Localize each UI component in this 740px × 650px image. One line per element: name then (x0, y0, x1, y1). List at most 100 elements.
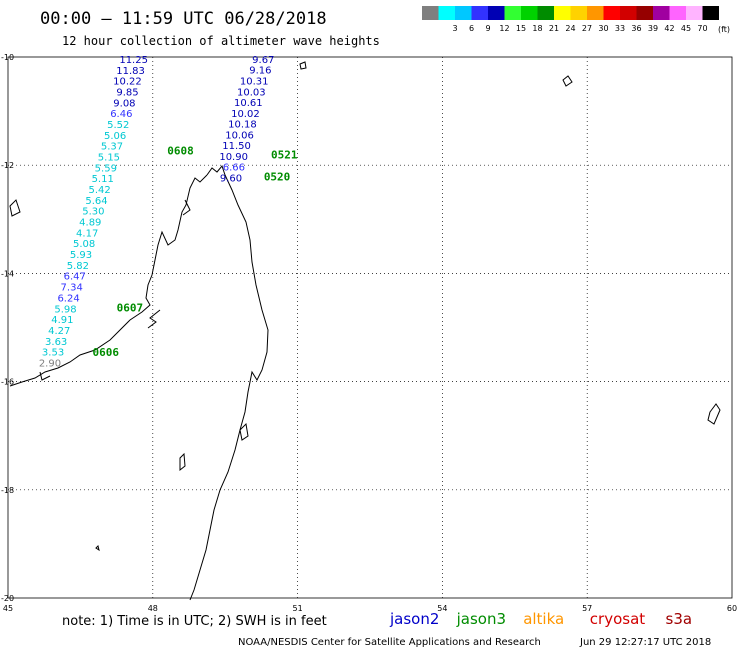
lat-tick-label: -20 (1, 594, 14, 603)
graticule (8, 57, 732, 598)
wave-height-value: 9.60 (220, 173, 242, 184)
wave-height-value: 10.61 (234, 98, 263, 109)
wave-height-value: 5.06 (104, 131, 126, 142)
wave-height-value: 5.11 (92, 174, 114, 185)
wave-height-value: 5.82 (67, 261, 89, 272)
wave-height-value: 6.66 (223, 163, 245, 174)
wave-height-value: 5.64 (85, 196, 107, 207)
coastline (9, 61, 721, 601)
wave-height-value: 11.50 (222, 141, 251, 152)
color-bar-label: 36 (631, 24, 641, 33)
lat-tick-label: -16 (1, 378, 14, 387)
color-bar-label: 9 (485, 24, 490, 33)
lon-tick-label: 57 (582, 604, 592, 613)
footer-note: note: 1) Time is in UTC; 2) SWH is in fe… (62, 614, 327, 629)
wave-height-value: 10.90 (219, 152, 248, 163)
island-s3 (95, 545, 100, 552)
color-bar-label: 45 (681, 24, 691, 33)
wave-height-value: 10.18 (228, 120, 257, 131)
legend-entry-cryosat: cryosat (590, 610, 645, 628)
altimeter-tracks: 11.2511.8310.229.859.086.465.525.065.375… (39, 55, 275, 370)
legend-entry-s3a: s3a (666, 610, 693, 628)
wave-height-value: 5.42 (88, 185, 110, 196)
island-ne (562, 75, 573, 87)
lon-tick-label: 54 (437, 604, 447, 613)
coast-detail-2 (182, 199, 191, 216)
color-swatch (438, 6, 455, 20)
island-mauritius (707, 403, 721, 425)
wave-height-value: 5.59 (95, 163, 117, 174)
color-swatch (471, 6, 488, 20)
legend-entry-jason3: jason3 (456, 610, 506, 628)
lon-tick-label: 60 (727, 604, 737, 613)
wave-height-value: 5.93 (70, 250, 92, 261)
coast-detail-1 (147, 309, 161, 329)
lon-tick-label: 45 (3, 604, 13, 613)
color-bar-label: 30 (598, 24, 608, 33)
color-swatch (669, 6, 686, 20)
coast-detail-3 (39, 371, 51, 381)
color-swatch (455, 6, 472, 20)
color-swatch (570, 6, 587, 20)
wave-height-value: 7.34 (61, 283, 83, 294)
wave-height-value: 5.37 (101, 142, 123, 153)
wave-height-value: 4.91 (51, 315, 73, 326)
color-bar-label: 27 (582, 24, 592, 33)
color-swatch (620, 6, 637, 20)
pass-time-labels: 0608 0521 0520 0607 0606 (92, 144, 297, 359)
color-swatch (702, 6, 719, 20)
color-swatch (422, 6, 439, 20)
wave-height-value: 6.47 (64, 272, 86, 283)
wave-height-value: 11.25 (119, 55, 148, 66)
color-bar-label: 42 (664, 24, 674, 33)
legend-entry-jason2: jason2 (389, 610, 439, 628)
wave-height-value: 5.15 (98, 153, 120, 164)
wave-height-value: 9.67 (252, 55, 274, 66)
wave-height-value: 4.89 (79, 218, 101, 229)
pass-time-label: 0520 (264, 170, 291, 183)
lat-tick-label: -14 (1, 269, 14, 278)
color-swatch (537, 6, 554, 20)
pass-time-label: 0608 (167, 144, 194, 157)
lon-tick-label: 51 (293, 604, 303, 613)
color-swatch (653, 6, 670, 20)
pass-time-label: 0606 (92, 346, 119, 359)
wave-height-value: 5.52 (107, 120, 129, 131)
pass-time-label: 0607 (117, 301, 144, 314)
color-bar-label: 15 (516, 24, 526, 33)
island-n (299, 61, 307, 70)
lon-tick-label: 48 (148, 604, 158, 613)
wave-height-value: 10.03 (237, 87, 266, 98)
wave-height-value: 6.24 (57, 293, 79, 304)
madagascar-coastline (189, 164, 269, 601)
color-swatch (554, 6, 571, 20)
color-swatch (686, 6, 703, 20)
color-bar-label: 21 (549, 24, 559, 33)
color-bar-label: 6 (469, 24, 474, 33)
wave-height-value: 10.22 (113, 77, 142, 88)
wave-height-value: 9.08 (113, 98, 135, 109)
wave-height-value: 10.31 (240, 76, 269, 87)
color-bar: 3 6 9 12 15 18 21 24 27 30 33 36 39 42 45 70 (422, 6, 719, 33)
color-bar-unit: (ft) (718, 25, 730, 34)
pass-time-label: 0521 (271, 149, 298, 162)
tick-labels: 45 48 51 54 57 60 -10 -12 -14 -16 -18 -20 (1, 53, 737, 613)
wave-height-value: 4.27 (48, 326, 70, 337)
island-s2 (179, 452, 186, 472)
map-frame (7, 56, 733, 599)
color-swatch (504, 6, 521, 20)
wave-height-value: 5.30 (82, 207, 104, 218)
wave-height-value: 11.83 (116, 66, 145, 77)
map-subtitle: 12 hour collection of altimeter wave hei… (62, 34, 380, 48)
wave-height-value: 6.46 (110, 109, 132, 120)
color-swatch (488, 6, 505, 20)
color-swatch (636, 6, 653, 20)
island-nw (9, 199, 21, 217)
wave-height-value: 9.16 (249, 66, 271, 77)
island-s1 (239, 422, 249, 441)
wave-height-value: 10.02 (231, 109, 260, 120)
lat-tick-label: -12 (1, 161, 14, 170)
color-bar-label: 18 (532, 24, 542, 33)
color-bar-label: 12 (499, 24, 509, 33)
